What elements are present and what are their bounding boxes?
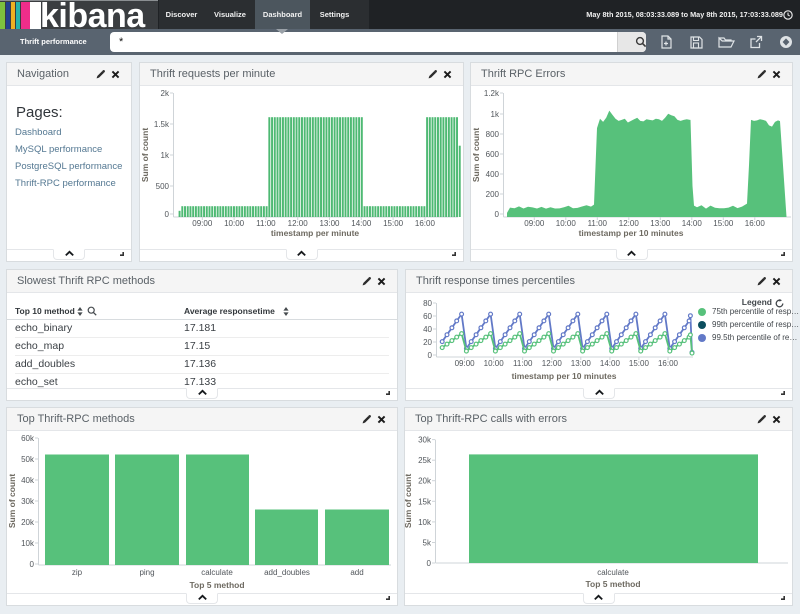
svg-text:14:00: 14:00 — [600, 359, 621, 368]
svg-text:Top 5 method: Top 5 method — [585, 579, 640, 589]
svg-text:10k: 10k — [21, 539, 35, 548]
svg-text:09:00: 09:00 — [455, 359, 476, 368]
svg-text:Sum of count: Sum of count — [471, 128, 481, 182]
svg-text:13:00: 13:00 — [650, 219, 671, 228]
svg-text:10:00: 10:00 — [224, 219, 245, 228]
svg-text:0: 0 — [165, 210, 170, 219]
svg-text:Sum of count: Sum of count — [403, 474, 413, 528]
svg-text:11:00: 11:00 — [588, 219, 608, 228]
svg-text:ping: ping — [139, 568, 154, 577]
svg-text:10k: 10k — [418, 518, 432, 527]
svg-text:80: 80 — [423, 299, 432, 308]
svg-text:0: 0 — [428, 351, 433, 360]
svg-text:15k: 15k — [418, 497, 432, 506]
svg-text:16:00: 16:00 — [658, 359, 679, 368]
svg-text:Sum of count: Sum of count — [7, 474, 17, 528]
svg-text:14:00: 14:00 — [351, 219, 372, 228]
svg-text:timestamp per 10 minutes: timestamp per 10 minutes — [512, 371, 617, 381]
svg-text:200: 200 — [486, 190, 500, 199]
svg-text:14:00: 14:00 — [682, 219, 703, 228]
svg-text:Top 5 method: Top 5 method — [189, 580, 244, 590]
svg-text:13:00: 13:00 — [571, 359, 592, 368]
svg-text:20k: 20k — [21, 518, 35, 527]
svg-text:40k: 40k — [21, 476, 35, 485]
svg-text:10:00: 10:00 — [556, 219, 577, 228]
svg-text:zip: zip — [72, 568, 83, 577]
svg-text:12:00: 12:00 — [542, 359, 563, 368]
svg-text:0: 0 — [30, 560, 35, 569]
svg-text:13:00: 13:00 — [319, 219, 340, 228]
svg-text:1.2k: 1.2k — [484, 89, 500, 98]
svg-text:0: 0 — [427, 559, 432, 568]
svg-text:Sum of count: Sum of count — [140, 128, 150, 182]
svg-text:12:00: 12:00 — [619, 219, 640, 228]
svg-text:16:00: 16:00 — [415, 219, 436, 228]
svg-text:30k: 30k — [418, 436, 432, 445]
svg-text:15:00: 15:00 — [629, 359, 650, 368]
svg-text:10:00: 10:00 — [484, 359, 505, 368]
svg-text:500: 500 — [156, 182, 170, 191]
svg-text:40: 40 — [423, 325, 432, 334]
svg-text:add: add — [350, 568, 363, 577]
svg-text:timestamp per minute: timestamp per minute — [271, 228, 360, 238]
svg-text:400: 400 — [486, 170, 500, 179]
svg-text:60: 60 — [423, 312, 432, 321]
svg-text:09:00: 09:00 — [192, 219, 213, 228]
svg-text:1.5k: 1.5k — [154, 120, 170, 129]
svg-text:30k: 30k — [21, 497, 35, 506]
svg-text:60k: 60k — [21, 434, 35, 443]
svg-text:1k: 1k — [161, 151, 170, 160]
svg-text:timestamp per 10 minutes: timestamp per 10 minutes — [579, 228, 684, 238]
svg-text:calculate: calculate — [201, 568, 233, 577]
svg-text:add_doubles: add_doubles — [264, 568, 310, 577]
svg-text:25k: 25k — [418, 456, 432, 465]
svg-text:16:00: 16:00 — [745, 219, 766, 228]
svg-text:15:00: 15:00 — [713, 219, 734, 228]
svg-text:2k: 2k — [161, 89, 170, 98]
svg-text:20: 20 — [423, 338, 432, 347]
svg-text:11:00: 11:00 — [256, 219, 276, 228]
svg-text:11:00: 11:00 — [513, 359, 533, 368]
svg-text:0: 0 — [495, 210, 500, 219]
svg-text:50k: 50k — [21, 455, 35, 464]
svg-text:09:00: 09:00 — [524, 219, 545, 228]
svg-text:20k: 20k — [418, 477, 432, 486]
svg-text:1k: 1k — [491, 110, 500, 119]
svg-text:800: 800 — [486, 130, 500, 139]
svg-text:calculate: calculate — [597, 568, 629, 577]
svg-text:15:00: 15:00 — [383, 219, 404, 228]
svg-text:5k: 5k — [423, 539, 432, 548]
svg-text:600: 600 — [486, 150, 500, 159]
svg-text:12:00: 12:00 — [288, 219, 309, 228]
